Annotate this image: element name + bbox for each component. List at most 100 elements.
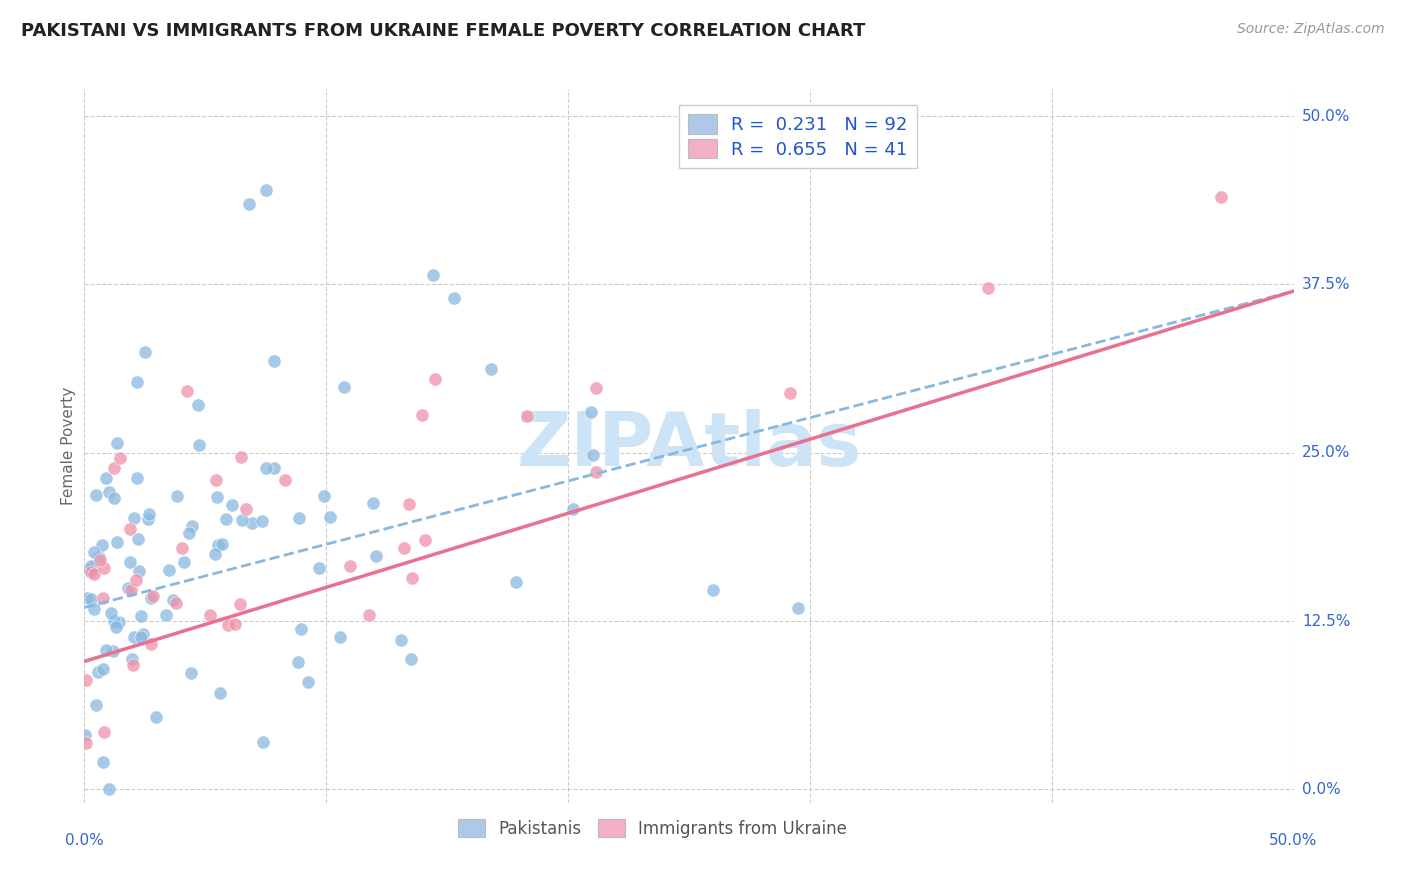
- Point: [357, 607, 380, 622]
- Point: [83, 545, 105, 559]
- Point: [89, 550, 111, 565]
- Point: [389, 632, 412, 647]
- Point: [84, 698, 107, 712]
- Point: [702, 583, 724, 598]
- Point: [176, 384, 198, 399]
- Point: [138, 508, 160, 522]
- Point: [120, 522, 142, 536]
- Point: [273, 473, 295, 487]
- Point: [479, 362, 502, 376]
- Text: 0.0%: 0.0%: [65, 833, 104, 848]
- Point: [516, 409, 538, 424]
- Point: [1209, 190, 1232, 204]
- Point: [100, 607, 122, 621]
- Point: [165, 596, 187, 610]
- Point: [98, 484, 121, 499]
- Point: [125, 573, 148, 587]
- Text: PAKISTANI VS IMMIGRANTS FROM UKRAINE FEMALE POVERTY CORRELATION CHART: PAKISTANI VS IMMIGRANTS FROM UKRAINE FEM…: [21, 22, 866, 40]
- Point: [252, 514, 274, 528]
- Point: [332, 380, 354, 394]
- Point: [124, 630, 146, 644]
- Point: [238, 196, 260, 211]
- Point: [221, 498, 243, 512]
- Point: [423, 372, 446, 386]
- Point: [207, 538, 229, 552]
- Point: [127, 532, 149, 546]
- Point: [398, 497, 420, 511]
- Point: [779, 386, 801, 401]
- Point: [205, 473, 228, 487]
- Point: [263, 354, 285, 368]
- Point: [121, 657, 143, 672]
- Point: [977, 281, 1000, 295]
- Point: [582, 448, 605, 462]
- Point: [84, 488, 107, 502]
- Point: [93, 591, 115, 605]
- Text: 0.0%: 0.0%: [1302, 781, 1340, 797]
- Point: [103, 461, 125, 475]
- Point: [103, 491, 125, 505]
- Point: [413, 533, 436, 547]
- Point: [179, 526, 201, 541]
- Point: [96, 471, 118, 485]
- Point: [585, 465, 607, 479]
- Point: [75, 736, 97, 750]
- Point: [240, 516, 263, 530]
- Point: [231, 513, 253, 527]
- Point: [145, 710, 167, 724]
- Point: [117, 581, 139, 595]
- Point: [585, 381, 607, 395]
- Point: [204, 547, 226, 561]
- Point: [124, 511, 146, 525]
- Point: [121, 652, 143, 666]
- Point: [211, 537, 233, 551]
- Point: [91, 537, 114, 551]
- Point: [254, 183, 277, 197]
- Point: [89, 553, 111, 567]
- Point: [422, 268, 444, 283]
- Point: [105, 620, 128, 634]
- Point: [290, 622, 312, 636]
- Point: [562, 502, 585, 516]
- Point: [287, 655, 309, 669]
- Point: [162, 593, 184, 607]
- Point: [173, 556, 195, 570]
- Point: [108, 450, 131, 465]
- Point: [181, 519, 204, 533]
- Point: [401, 571, 423, 585]
- Point: [252, 734, 274, 748]
- Point: [93, 561, 115, 575]
- Y-axis label: Female Poverty: Female Poverty: [60, 387, 76, 505]
- Point: [155, 607, 177, 622]
- Point: [76, 591, 98, 605]
- Point: [105, 535, 128, 549]
- Point: [128, 564, 150, 578]
- Point: [209, 686, 232, 700]
- Point: [103, 644, 125, 658]
- Point: [229, 598, 252, 612]
- Point: [166, 490, 188, 504]
- Point: [139, 591, 162, 605]
- Text: 50.0%: 50.0%: [1302, 109, 1350, 124]
- Point: [131, 626, 153, 640]
- Text: 37.5%: 37.5%: [1302, 277, 1350, 292]
- Point: [91, 755, 114, 769]
- Point: [80, 558, 103, 573]
- Text: 25.0%: 25.0%: [1302, 445, 1350, 460]
- Point: [297, 675, 319, 690]
- Point: [187, 398, 209, 412]
- Point: [79, 566, 101, 580]
- Point: [308, 561, 330, 575]
- Point: [205, 490, 228, 504]
- Point: [120, 555, 142, 569]
- Point: [443, 292, 465, 306]
- Point: [579, 405, 602, 419]
- Point: [87, 665, 110, 679]
- Point: [170, 541, 193, 555]
- Point: [366, 549, 388, 564]
- Point: [83, 601, 105, 615]
- Point: [339, 559, 361, 574]
- Point: [79, 563, 101, 577]
- Point: [180, 666, 202, 681]
- Point: [83, 567, 105, 582]
